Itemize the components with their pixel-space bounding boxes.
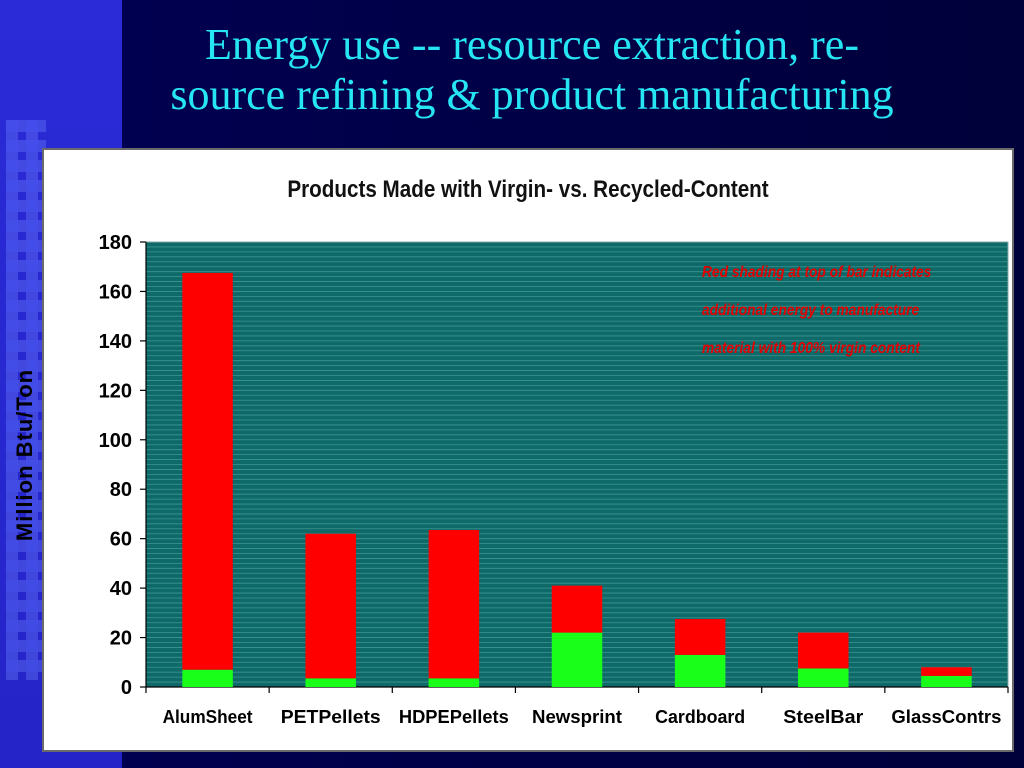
y-tick-label: 60 [110,529,132,551]
y-tick-label: 120 [99,380,132,402]
y-tick-label: 100 [99,430,132,452]
x-tick-label: HDPEPellets [399,707,509,727]
annotation-note: Red shading at top of bar indicates addi… [702,254,960,368]
y-tick-label: 0 [121,677,132,699]
y-tick-label: 160 [99,281,132,303]
bar-virgin-extra [674,619,726,655]
y-tick-label: 40 [110,578,132,600]
y-tick-label: 180 [99,232,132,254]
slide-title-line-1: Energy use -- resource extraction, re- [205,20,859,69]
x-tick-label: PETPellets [281,707,381,727]
slide-title-line-2: source refining & product manufacturing [170,70,894,119]
bar-recycled [182,669,233,687]
y-tick-label: 20 [110,628,132,650]
bar-virgin-extra [551,585,603,633]
x-tick-label: AlumSheet [163,707,253,727]
bar-chart: 0 20 40 60 80 100 120 140 160 180 AlumSheet PETPell… [99,232,1009,727]
bar-virgin-extra [428,530,480,679]
x-tick-label: SteelBar [783,707,863,727]
y-tick-label: 80 [110,479,132,501]
x-tick-label: Newsprint [532,707,622,727]
annotation-line-1: Red shading at top of bar indicates [702,264,932,281]
bar-virgin-extra [921,667,972,676]
bar-recycled [674,654,726,687]
bar-virgin-extra [182,272,233,670]
bar-recycled [921,675,972,687]
chart-panel: Products Made with Virgin- vs. Recycled-… [12,148,1014,752]
bar-virgin-extra [305,533,356,679]
x-tick-label: Cardboard [655,707,745,727]
bar-recycled [798,668,849,687]
annotation-line-3: material with 100% virgin content [702,340,920,357]
slide-title: Energy use -- resource extraction, re- s… [40,20,1024,120]
bar-recycled [551,632,603,687]
bar-recycled [305,678,356,687]
bar-virgin-extra [798,632,849,669]
bar-recycled [428,678,480,687]
x-tick-label: GlassContrs [891,707,1001,727]
background-dot-pattern [6,120,46,680]
y-tick-label: 140 [99,331,132,353]
annotation-line-2: additional energy to manufacture [702,302,920,319]
chart-title: Products Made with Virgin- vs. Recycled-… [287,176,769,203]
y-axis-label: Million Btu/Ton [12,368,37,542]
